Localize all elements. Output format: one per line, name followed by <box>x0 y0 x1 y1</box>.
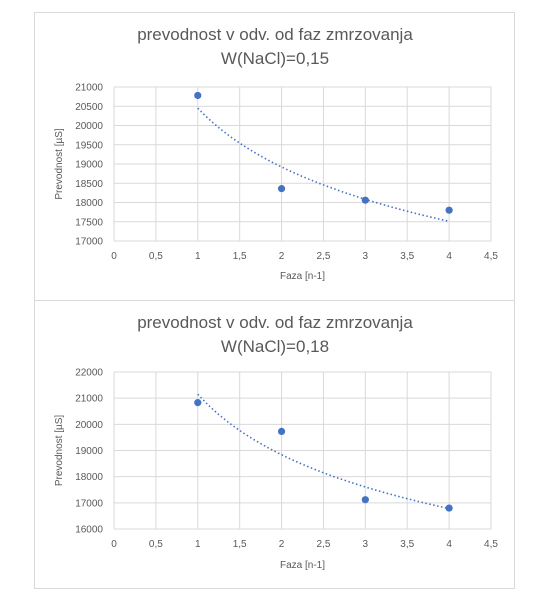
y-tick-label: 20000 <box>75 121 103 132</box>
y-tick-label: 19000 <box>75 446 103 457</box>
y-tick-label: 18000 <box>75 198 103 209</box>
chart-svg-nacl-015: prevodnost v odv. od faz zmrzovanja W(NaC… <box>54 25 498 282</box>
chart-svg-nacl-018: prevodnost v odv. od faz zmrzovanja W(NaC… <box>54 313 498 571</box>
chart-panel-nacl-018: prevodnost v odv. od faz zmrzovanja W(NaC… <box>34 300 515 589</box>
x-tick-label: 2,5 <box>316 539 330 550</box>
x-tick-label: 1,5 <box>233 251 247 262</box>
y-tick-label: 18500 <box>75 179 103 190</box>
y-axis-label: Prevodnost [µS] <box>54 415 65 487</box>
y-tick-label: 21000 <box>75 83 103 94</box>
data-point <box>361 196 369 204</box>
data-point <box>445 504 453 512</box>
x-axis-label: Faza [n-1] <box>280 271 325 282</box>
x-tick-label: 1 <box>195 251 201 262</box>
data-point <box>361 496 369 504</box>
x-tick-label: 2,5 <box>316 251 330 262</box>
y-tick-label: 20000 <box>75 420 103 431</box>
x-tick-label: 2 <box>279 251 285 262</box>
x-tick-label: 1 <box>195 539 201 550</box>
x-tick-label: 4 <box>446 251 452 262</box>
x-tick-label: 4,5 <box>484 251 498 262</box>
chart-title-line-2: W(NaCl)=0,15 <box>221 49 329 68</box>
x-axis-label: Faza [n-1] <box>280 560 325 571</box>
trendline <box>197 107 450 223</box>
x-tick-label: 0 <box>111 539 117 550</box>
data-point <box>445 206 453 214</box>
x-tick-label: 4,5 <box>484 539 498 550</box>
trendline <box>197 393 450 510</box>
x-tick-label: 2 <box>279 539 285 550</box>
y-tick-label: 19500 <box>75 140 103 151</box>
y-tick-label: 20500 <box>75 102 103 113</box>
x-tick-label: 3,5 <box>400 539 414 550</box>
x-tick-label: 0 <box>111 251 117 262</box>
y-tick-label: 17000 <box>75 498 103 509</box>
data-point <box>277 427 286 435</box>
y-tick-label: 17000 <box>75 237 103 248</box>
y-tick-label: 16000 <box>75 525 103 536</box>
y-tick-label: 18000 <box>75 472 103 483</box>
chart-panel-nacl-015: prevodnost v odv. od faz zmrzovanja W(NaC… <box>34 12 515 301</box>
chart-title-line-2: W(NaCl)=0,18 <box>221 337 329 356</box>
x-tick-label: 0,5 <box>149 251 163 262</box>
y-tick-label: 19000 <box>75 160 103 171</box>
chart-title-line-1: prevodnost v odv. od faz zmrzovanja <box>137 25 413 44</box>
x-tick-label: 3 <box>363 539 369 550</box>
data-point <box>194 399 202 407</box>
x-tick-label: 4 <box>446 539 452 550</box>
x-tick-label: 3,5 <box>400 251 414 262</box>
x-tick-label: 0,5 <box>149 539 163 550</box>
chart-title-line-1: prevodnost v odv. od faz zmrzovanja <box>137 313 413 332</box>
y-tick-label: 21000 <box>75 394 103 405</box>
y-axis-label: Prevodnost [µS] <box>54 128 65 200</box>
y-tick-label: 17500 <box>75 217 103 228</box>
y-tick-label: 22000 <box>75 368 103 379</box>
data-point <box>194 91 202 100</box>
x-tick-label: 1,5 <box>233 539 247 550</box>
x-tick-label: 3 <box>363 251 369 262</box>
data-point <box>277 185 286 193</box>
